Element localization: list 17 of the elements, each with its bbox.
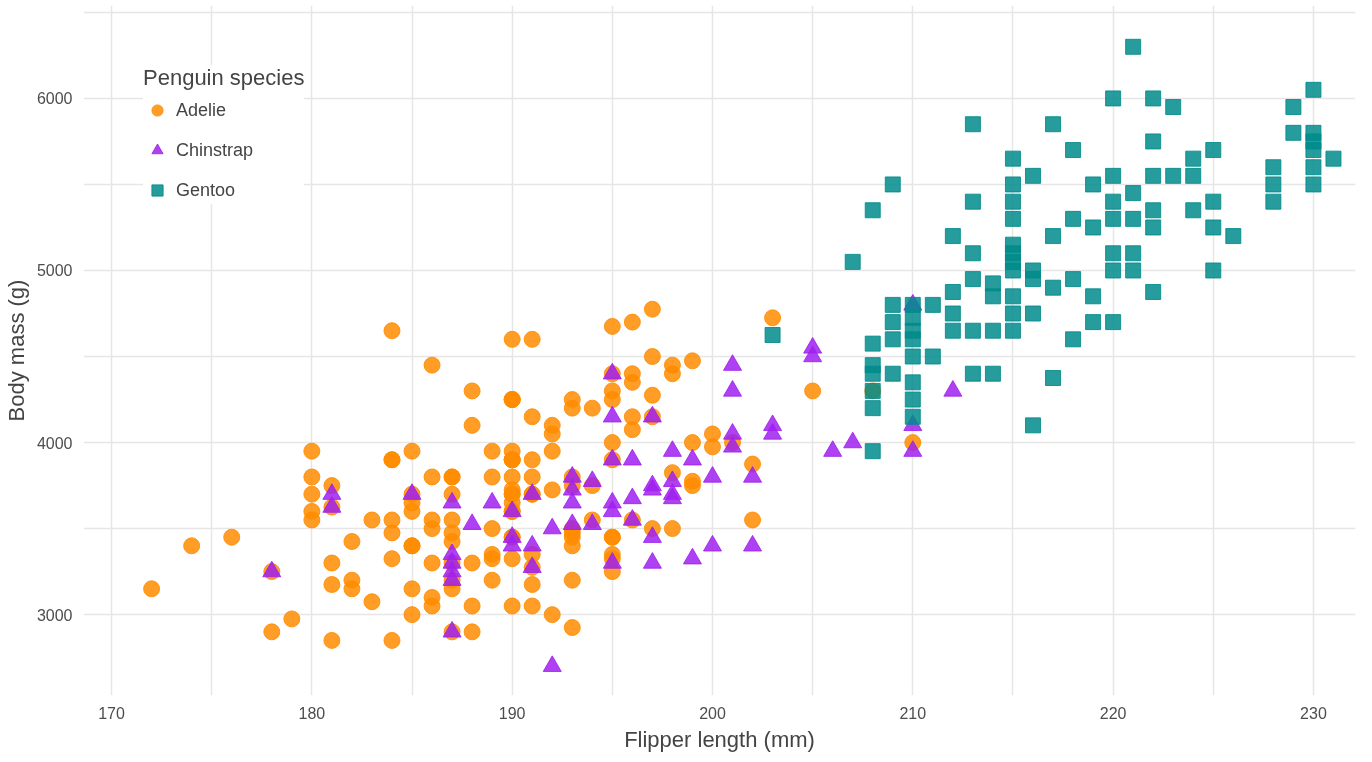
x-axis-title: Flipper length (mm) xyxy=(624,726,815,752)
legend-label: Adelie xyxy=(176,99,227,121)
x-tick-label: 190 xyxy=(498,704,526,722)
y-tick-label: 4000 xyxy=(36,434,73,452)
y-tick-label: 6000 xyxy=(36,90,73,108)
x-tick-label: 200 xyxy=(699,704,726,722)
x-tick-label: 210 xyxy=(899,704,927,722)
legend-label: Chinstrap xyxy=(176,139,254,161)
x-tick-label: 170 xyxy=(98,704,125,722)
y-tick-label: 5000 xyxy=(36,262,73,280)
y-axis-title: Body mass (g) xyxy=(3,279,29,422)
x-tick-label: 180 xyxy=(298,704,326,722)
x-tick-label: 230 xyxy=(1300,704,1327,722)
legend-title: Penguin species xyxy=(143,65,305,91)
y-tick-label: 3000 xyxy=(36,606,73,624)
legend-label: Gentoo xyxy=(176,179,236,201)
x-tick-label: 220 xyxy=(1099,704,1127,722)
